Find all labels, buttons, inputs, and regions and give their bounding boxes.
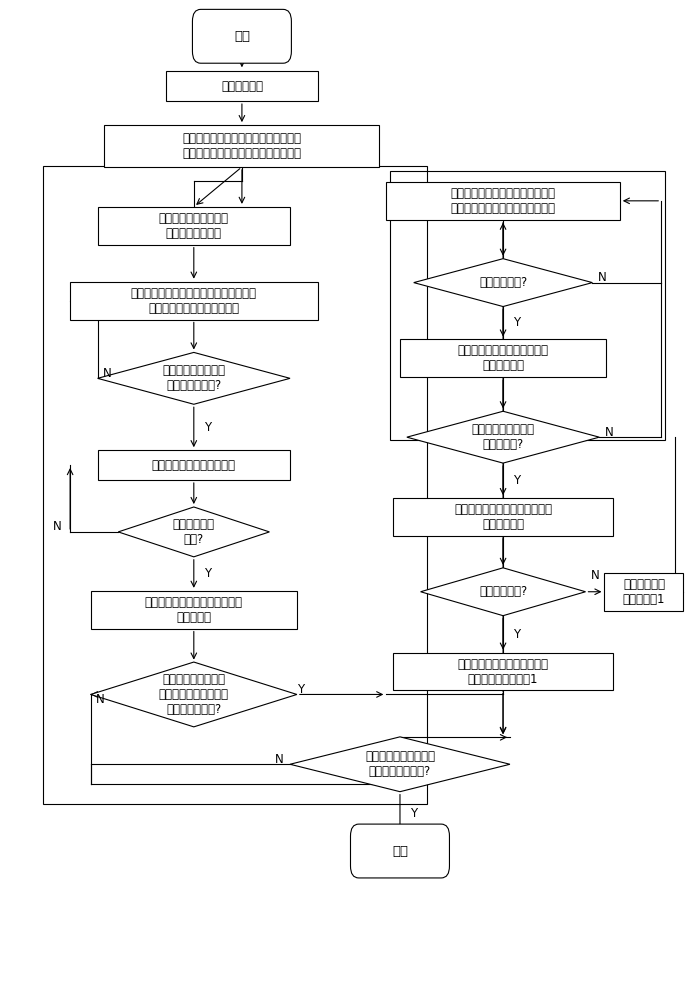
- Text: Y: Y: [513, 316, 520, 329]
- Polygon shape: [118, 507, 269, 557]
- Text: N: N: [591, 569, 600, 582]
- Text: 成品是否合格?: 成品是否合格?: [479, 585, 527, 598]
- Text: 负责装配的的机器人将加工后的底
座、芯、弹簧、盒盖依次进行组装: 负责装配的的机器人将加工后的底 座、芯、弹簧、盒盖依次进行组装: [451, 187, 555, 215]
- Polygon shape: [414, 259, 593, 307]
- Text: 结束: 结束: [392, 845, 408, 858]
- Text: 负责加工的机器人将底座放入环
形输送装置: 负责加工的机器人将底座放入环 形输送装置: [145, 596, 243, 624]
- Text: N: N: [53, 520, 62, 533]
- Text: N: N: [275, 753, 283, 766]
- Text: 合格成品数量是否等于
订单所需产品数量?: 合格成品数量是否等于 订单所需产品数量?: [365, 750, 435, 778]
- Text: N: N: [103, 367, 112, 380]
- Bar: [104, 125, 380, 167]
- Polygon shape: [290, 737, 510, 792]
- Bar: [97, 207, 290, 245]
- Bar: [166, 71, 317, 101]
- Text: 负责装配的机器人将成品放入
环形输送装置: 负责装配的机器人将成品放入 环形输送装置: [457, 344, 549, 372]
- Text: 负责供料的机器人将未加工底座、芯、弹
簧、盒盖供应于环形输送装置: 负责供料的机器人将未加工底座、芯、弹 簧、盒盖供应于环形输送装置: [131, 287, 257, 315]
- FancyBboxPatch shape: [351, 824, 449, 878]
- Text: N: N: [96, 693, 105, 706]
- Text: Y: Y: [513, 474, 520, 487]
- Text: 控制中心根据订单信息和调度算法制定
调度方案并通知机器人工作站开始工作: 控制中心根据订单信息和调度算法制定 调度方案并通知机器人工作站开始工作: [182, 132, 302, 160]
- Bar: [90, 591, 297, 629]
- Text: Y: Y: [204, 421, 211, 434]
- Text: 底座是否加工
完成?: 底座是否加工 完成?: [172, 518, 215, 546]
- Text: 未加工底座是否到达
负责加工机器人?: 未加工底座是否到达 负责加工机器人?: [162, 364, 226, 392]
- Text: 输入订单信息: 输入订单信息: [221, 80, 263, 93]
- Text: 通知控制中心
产品数量加1: 通知控制中心 产品数量加1: [622, 578, 665, 606]
- Text: Y: Y: [204, 567, 211, 580]
- Polygon shape: [90, 662, 297, 727]
- Polygon shape: [97, 352, 290, 404]
- Text: Y: Y: [513, 628, 520, 641]
- Text: 是否组装完成?: 是否组装完成?: [479, 276, 527, 289]
- Text: 负责供料的机器人获取
订单所需产品数量: 负责供料的机器人获取 订单所需产品数量: [159, 212, 229, 240]
- Text: N: N: [598, 271, 607, 284]
- Bar: [390, 171, 664, 440]
- Polygon shape: [407, 411, 600, 463]
- Text: Y: Y: [411, 807, 417, 820]
- Bar: [386, 182, 620, 220]
- Bar: [97, 450, 290, 480]
- Polygon shape: [421, 568, 586, 616]
- Text: 开始: 开始: [234, 30, 250, 43]
- Bar: [393, 653, 613, 690]
- Text: 负责加工的机器人加工底座: 负责加工的机器人加工底座: [152, 459, 236, 472]
- FancyBboxPatch shape: [193, 9, 291, 63]
- Bar: [400, 339, 606, 377]
- Bar: [393, 498, 613, 536]
- Text: 加工后的底座、芯、
弹簧、盒盖是否到达负
责装配的机器人?: 加工后的底座、芯、 弹簧、盒盖是否到达负 责装配的机器人?: [159, 673, 229, 716]
- Bar: [604, 573, 684, 611]
- Text: 负责分拣的机器人将成品从环形
输送装置取回: 负责分拣的机器人将成品从环形 输送装置取回: [454, 503, 552, 531]
- Text: N: N: [604, 426, 613, 439]
- Text: 成品是否到达负责分
拣的机器人?: 成品是否到达负责分 拣的机器人?: [471, 423, 535, 451]
- Text: 将成品放入合格成品区并反馈
给控制中心成品数加1: 将成品放入合格成品区并反馈 给控制中心成品数加1: [457, 658, 549, 686]
- Bar: [43, 166, 428, 804]
- Text: Y: Y: [297, 683, 304, 696]
- Bar: [70, 282, 317, 320]
